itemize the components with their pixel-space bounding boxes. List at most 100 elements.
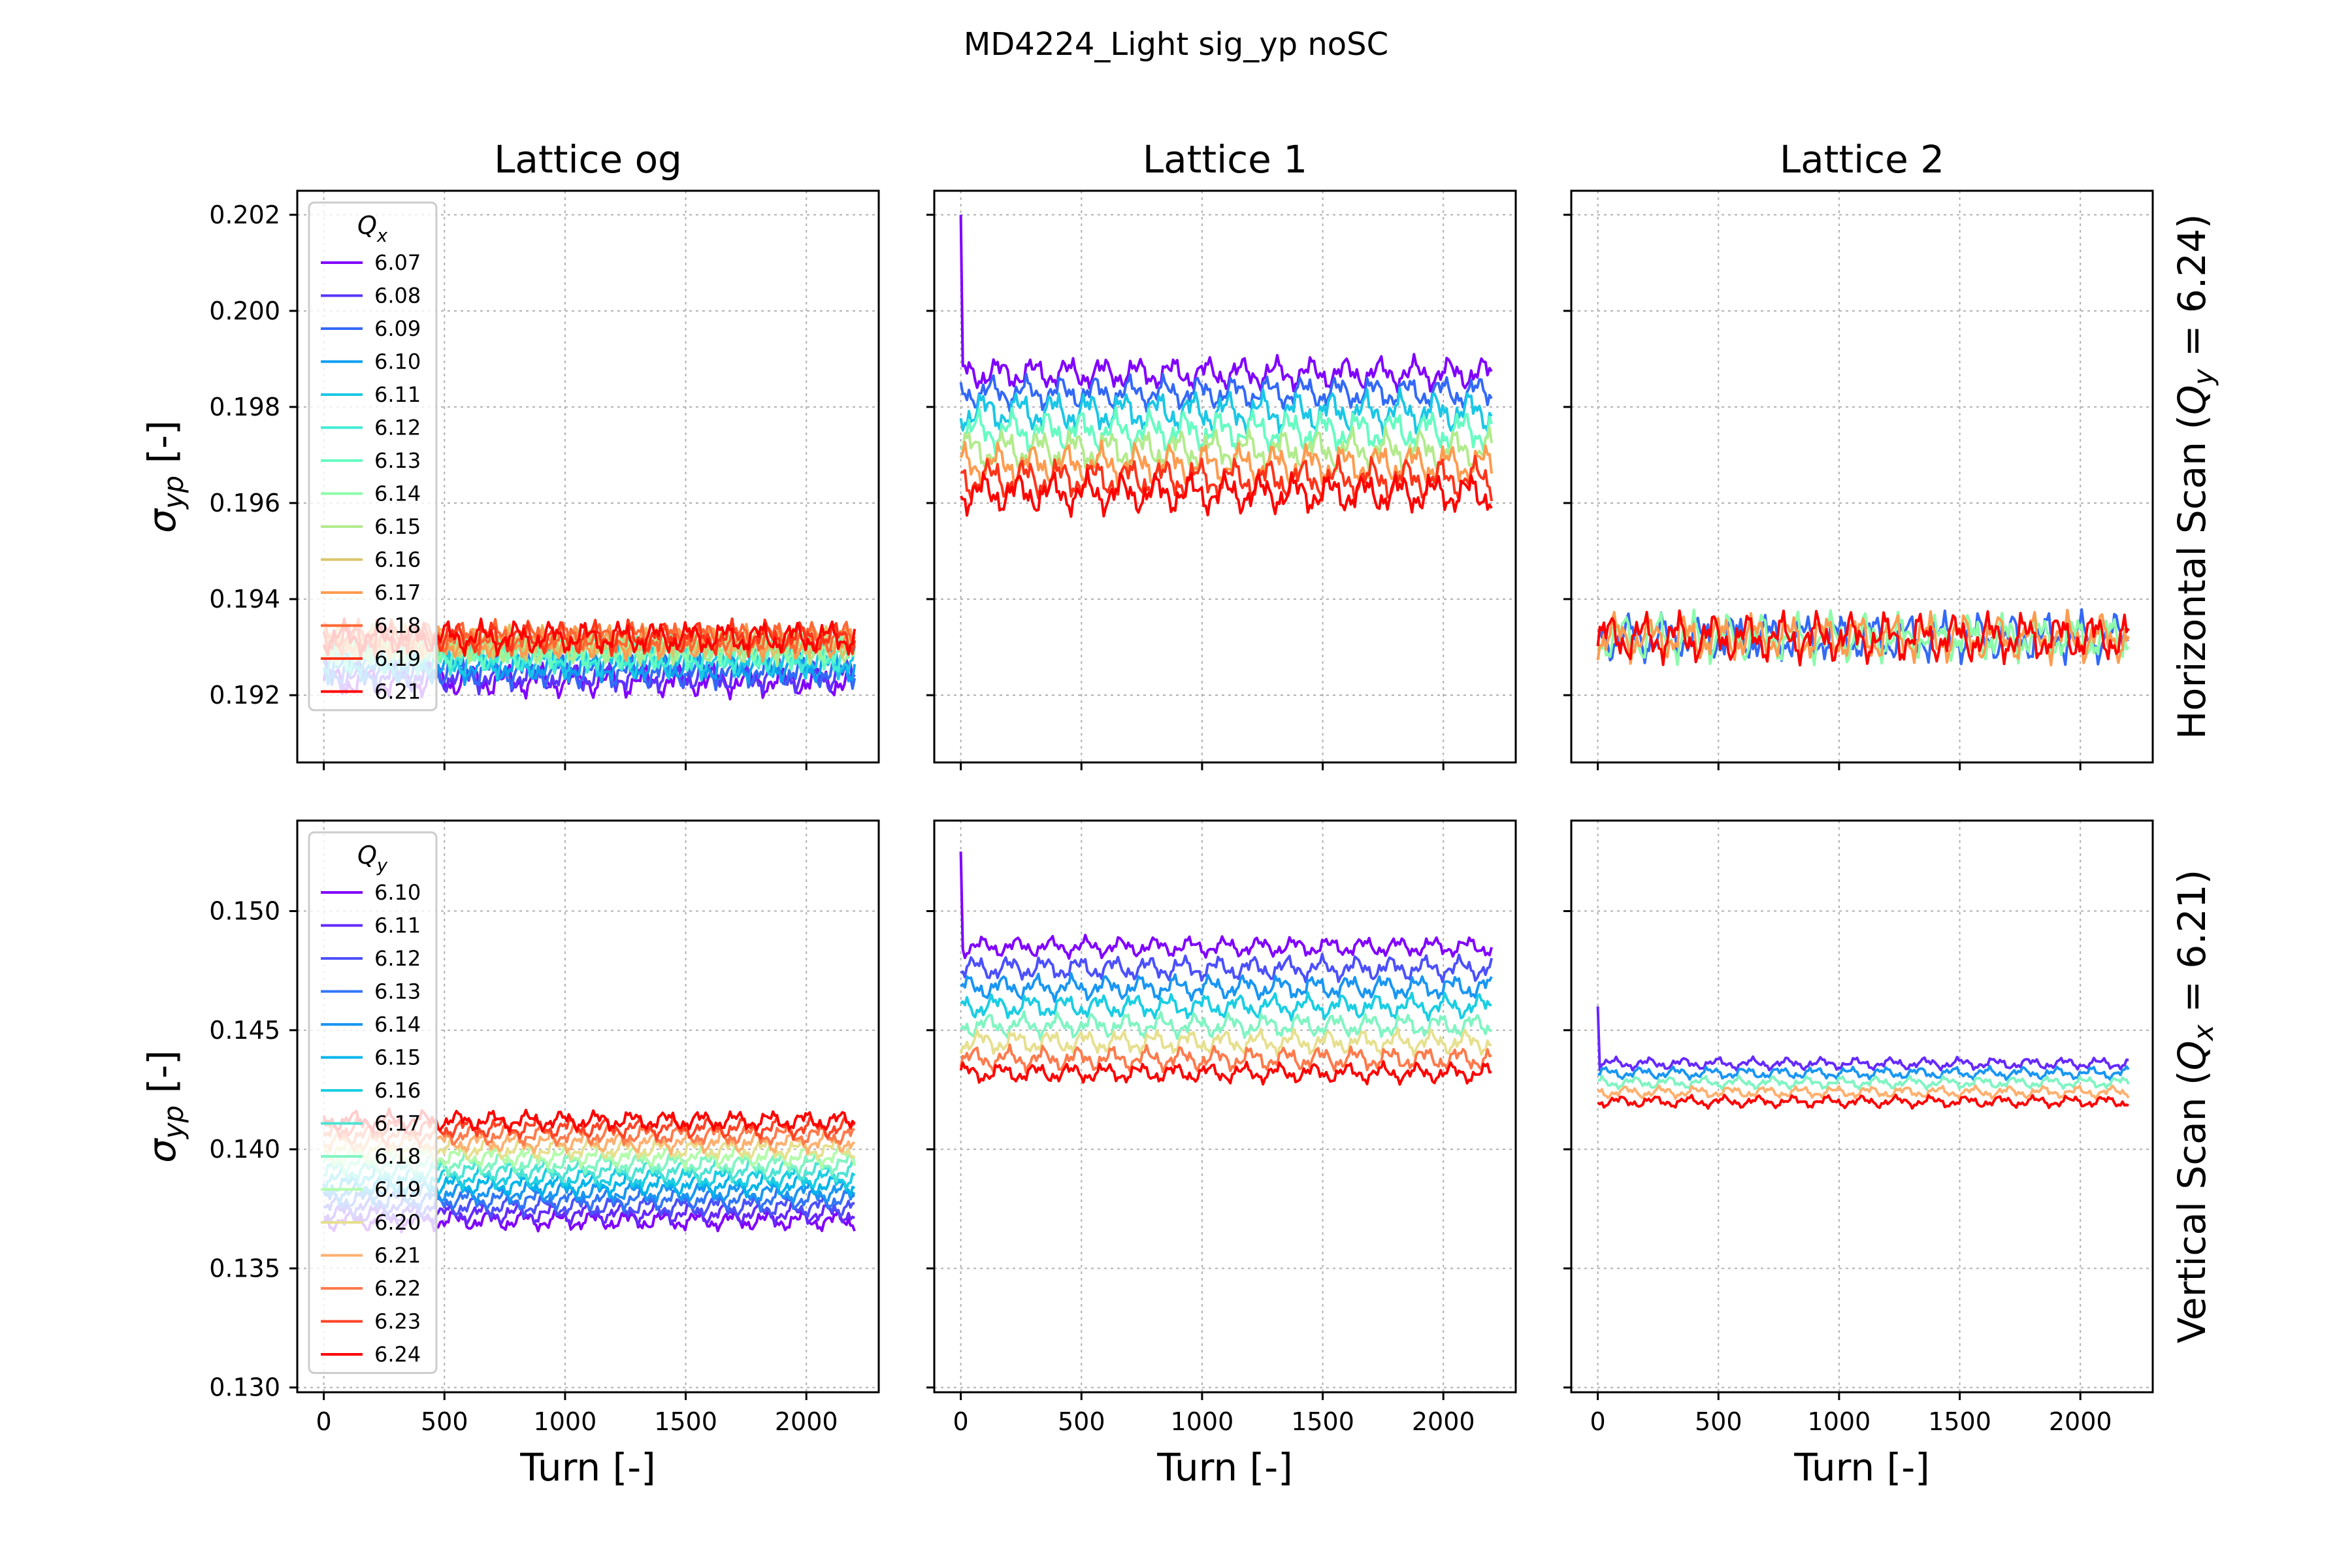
legend-label: 6.14 bbox=[374, 482, 421, 506]
series-line-6.17 bbox=[1596, 608, 2130, 666]
x-tick-label: 2000 bbox=[2049, 1407, 2112, 1436]
x-tick-label: 1500 bbox=[654, 1407, 717, 1436]
legend-label: 6.15 bbox=[374, 514, 421, 539]
series-line-6.10 bbox=[959, 851, 1494, 960]
legend-label: 6.19 bbox=[374, 646, 421, 671]
legend-label: 6.11 bbox=[374, 382, 421, 407]
y-tick-label: 0.140 bbox=[209, 1135, 280, 1164]
legend-label: 6.16 bbox=[374, 1078, 421, 1103]
subplot-title: Lattice 2 bbox=[1780, 137, 1944, 182]
legend-label: 6.24 bbox=[374, 1342, 421, 1367]
x-tick-label: 500 bbox=[1695, 1407, 1742, 1436]
axes-frame bbox=[296, 189, 880, 764]
legend-title: Qx bbox=[357, 211, 388, 246]
legend-label: 6.12 bbox=[374, 416, 421, 440]
y-tick-label: 0.202 bbox=[209, 201, 280, 229]
legend-label: 6.11 bbox=[374, 913, 421, 938]
series-line-6.20 bbox=[959, 1027, 1492, 1058]
figure-suptitle: MD4224_Light sig_yp noSC bbox=[964, 26, 1388, 63]
series-line-6.16 bbox=[960, 991, 1492, 1022]
series-line-6.10 bbox=[1596, 1006, 2129, 1072]
y-tick-label: 0.192 bbox=[209, 681, 280, 710]
series-line-6.07 bbox=[959, 214, 1493, 394]
legend-box bbox=[308, 831, 438, 1374]
y-tick-label: 0.198 bbox=[209, 393, 280, 421]
legend-label: 6.14 bbox=[374, 1012, 421, 1037]
legend-label: 6.15 bbox=[374, 1045, 421, 1070]
legend-label: 6.22 bbox=[374, 1276, 421, 1301]
x-tick-label: 1500 bbox=[1291, 1407, 1354, 1436]
y-tick-label: 0.130 bbox=[209, 1373, 280, 1402]
y-tick-label: 0.145 bbox=[209, 1016, 280, 1045]
subplot-r1c2: 0 500 1000 1500 2000 Turn [-] Vertical Scan (Q… bbox=[1563, 819, 2219, 1490]
legend-label: 6.23 bbox=[374, 1309, 421, 1334]
legend-label: 6.17 bbox=[374, 580, 421, 605]
subplot-r0c2: Lattice 2 Horizontal Scan (Qy = 6.24) bbox=[1563, 137, 2219, 770]
series-line-6.12 bbox=[960, 953, 1494, 984]
legend-label: 6.16 bbox=[374, 547, 421, 572]
y-tick-label: 0.196 bbox=[209, 489, 280, 517]
series-line-6.24 bbox=[1597, 1094, 2129, 1110]
row-label: Vertical Scan (Qx = 6.21) bbox=[2170, 870, 2219, 1343]
subplot-grid: 0.192 0.194 0.196 0.198 0.200 0.202 Lattice og… bbox=[140, 137, 2219, 1490]
x-tick-label: 500 bbox=[421, 1407, 468, 1436]
legend-label: 6.18 bbox=[374, 1144, 421, 1169]
y-axis-label: σyp [-] bbox=[140, 1050, 189, 1163]
y-tick-label: 0.200 bbox=[209, 297, 280, 325]
x-tick-label: 1000 bbox=[1171, 1407, 1234, 1436]
series-line-6.24 bbox=[959, 1060, 1492, 1086]
series-line-6.21 bbox=[1596, 609, 2130, 667]
legend-label: 6.13 bbox=[374, 979, 421, 1004]
x-tick-label: 1500 bbox=[1928, 1407, 1991, 1436]
x-tick-label: 2000 bbox=[775, 1407, 838, 1436]
subplot-r0c1: Lattice 1 bbox=[926, 137, 1517, 770]
series-line-6.09 bbox=[959, 372, 1493, 413]
series-line-6.11 bbox=[959, 387, 1493, 437]
x-tick-label: 0 bbox=[1590, 1407, 1606, 1436]
series-line-6.22 bbox=[959, 1043, 1492, 1074]
legend-label: 6.21 bbox=[374, 679, 421, 704]
x-tick-label: 1000 bbox=[1808, 1407, 1871, 1436]
x-axis-label: Turn [-] bbox=[1156, 1445, 1293, 1490]
legend-label: 6.10 bbox=[374, 350, 421, 374]
x-tick-label: 500 bbox=[1058, 1407, 1105, 1436]
series-line-6.21 bbox=[1597, 1084, 2130, 1100]
axes-frame bbox=[933, 819, 1517, 1394]
legend-label: 6.10 bbox=[374, 880, 421, 905]
legend-label: 6.12 bbox=[374, 946, 421, 971]
x-tick-label: 0 bbox=[316, 1407, 332, 1436]
series-line-6.13 bbox=[960, 406, 1494, 456]
series-line-6.14 bbox=[960, 972, 1493, 1003]
x-axis-label: Turn [-] bbox=[519, 1445, 656, 1490]
axes-frame bbox=[1570, 189, 2154, 764]
legend-label: 6.08 bbox=[374, 284, 421, 308]
y-tick-label: 0.135 bbox=[209, 1254, 280, 1282]
y-tick-label: 0.150 bbox=[209, 897, 280, 926]
legend-label: 6.19 bbox=[374, 1177, 421, 1202]
row-label: Horizontal Scan (Qy = 6.24) bbox=[2170, 214, 2219, 739]
subplot-r0c0: 0.192 0.194 0.196 0.198 0.200 0.202 Lattice og… bbox=[140, 137, 880, 770]
legend-title: Qy bbox=[357, 841, 388, 876]
legend-label: 6.09 bbox=[374, 316, 421, 341]
legend-label: 6.21 bbox=[374, 1243, 421, 1268]
x-tick-label: 2000 bbox=[1412, 1407, 1475, 1436]
y-axis-label: σyp [-] bbox=[140, 420, 189, 533]
series-line-6.18 bbox=[959, 1010, 1492, 1041]
series-line-6.21 bbox=[959, 468, 1493, 518]
subplot-title: Lattice og bbox=[494, 137, 682, 182]
axes-frame bbox=[933, 189, 1517, 764]
subplot-title: Lattice 1 bbox=[1143, 137, 1307, 182]
subplot-r1c0: 0 500 1000 1500 2000 0.130 0.135 0.140 0.145 0.15… bbox=[140, 819, 880, 1490]
legend-label: 6.18 bbox=[374, 613, 421, 638]
legend-label: 6.13 bbox=[374, 448, 421, 473]
series-line-6.14 bbox=[1597, 1065, 2130, 1081]
x-axis-label: Turn [-] bbox=[1793, 1445, 1930, 1490]
axes-frame bbox=[1570, 819, 2154, 1394]
y-tick-label: 0.194 bbox=[209, 585, 280, 613]
legend-label: 6.20 bbox=[374, 1210, 421, 1235]
x-tick-label: 1000 bbox=[534, 1407, 597, 1436]
series-line-6.18 bbox=[1597, 1074, 2130, 1091]
legend-label: 6.07 bbox=[374, 250, 421, 275]
subplot-r1c1: 0 500 1000 1500 2000 Turn [-] bbox=[926, 819, 1517, 1490]
